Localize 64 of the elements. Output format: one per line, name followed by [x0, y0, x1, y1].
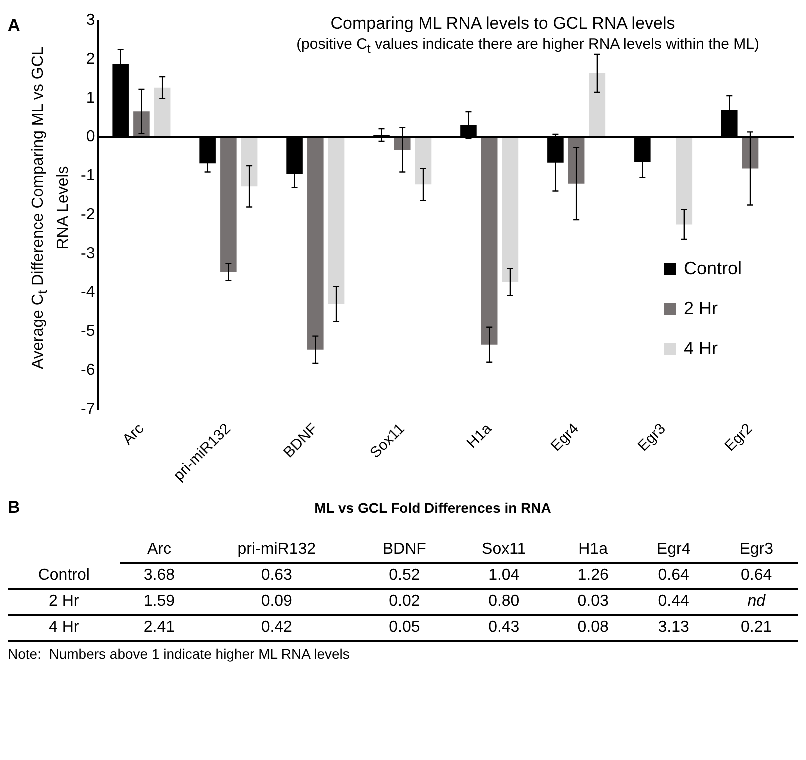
bar: [308, 137, 324, 350]
data-label: 0.42: [260, 618, 294, 638]
data-label: 0.64: [657, 566, 690, 586]
x-tick-label: H1a: [464, 420, 496, 452]
legend-label: 2 Hr: [684, 298, 718, 318]
y-tick-label: -6: [80, 362, 96, 379]
bar: [220, 137, 237, 272]
data-label: 0.09: [260, 592, 294, 612]
category-label: Egr3: [715, 538, 798, 563]
y-tick-label: 0: [86, 128, 96, 146]
bar: [241, 137, 258, 187]
y-tick-label: -5: [80, 323, 96, 340]
y-tick-label: -3: [80, 245, 96, 262]
data-label: 3.13: [657, 618, 690, 638]
text: 2 Hr: [48, 592, 80, 612]
text: Control: [37, 566, 91, 586]
y-tick-label: -1: [80, 168, 96, 185]
bar: [502, 137, 519, 282]
y-tick-label: -7: [80, 400, 96, 418]
legend-label: Control: [684, 258, 742, 278]
data-label: 2.41: [142, 618, 176, 638]
data-label: 3.68: [142, 566, 176, 586]
data-label: 0.05: [388, 618, 422, 638]
bar: [568, 137, 585, 184]
data-label: 1.26: [576, 566, 610, 586]
category-label: BDNF: [355, 538, 454, 563]
bar: [676, 137, 693, 225]
y-tick-label: 1: [86, 90, 96, 107]
text: A: [8, 16, 20, 36]
text: 4 Hr: [48, 618, 80, 638]
text: ML vs GCL Fold Differences in RNA: [314, 499, 552, 516]
data-label: 0.80: [488, 592, 521, 612]
bar: [481, 137, 498, 345]
data-label: 0.64: [740, 566, 774, 586]
data-label: 0.63: [260, 566, 294, 586]
data-label: 0.02: [388, 592, 422, 612]
category-label: Sox11: [454, 538, 554, 563]
data-label: 0.21: [740, 618, 774, 638]
y-tick-label: 2: [86, 50, 96, 68]
data-label: 0.43: [488, 618, 521, 638]
category-label: Egr4: [632, 538, 716, 563]
data-label: 1.59: [142, 592, 176, 612]
data-label: 1.04: [488, 566, 521, 586]
text: B: [8, 498, 20, 518]
category-label: H1a: [554, 538, 632, 563]
data-label: 0.44: [657, 592, 690, 612]
category-label: Arc: [120, 538, 199, 563]
category-label: pri-miR132: [198, 538, 356, 563]
data-label: 0.08: [576, 618, 610, 638]
y-tick-label: 3: [86, 12, 96, 30]
bar: [154, 88, 171, 138]
x-tick-label: Arc: [120, 420, 148, 448]
text: (positive C$_{t}$ values indicate there are higher RNA levels within the ML): [296, 36, 760, 56]
y-tick-label: -2: [80, 206, 96, 224]
data-label: 0.52: [388, 566, 422, 586]
bar: [589, 73, 606, 138]
chart-title: Comparing ML RNA levels to GCL RNA levels: [330, 14, 676, 34]
bar: [415, 137, 432, 185]
text: Note: Numbers above 1 indicate higher ML RNA levels: [8, 646, 351, 662]
data-label: nd: [746, 592, 767, 612]
legend-label: 4 Hr: [684, 338, 718, 358]
data-label: 0.03: [576, 592, 610, 612]
y-tick-label: -4: [80, 284, 96, 302]
bar: [328, 137, 345, 304]
